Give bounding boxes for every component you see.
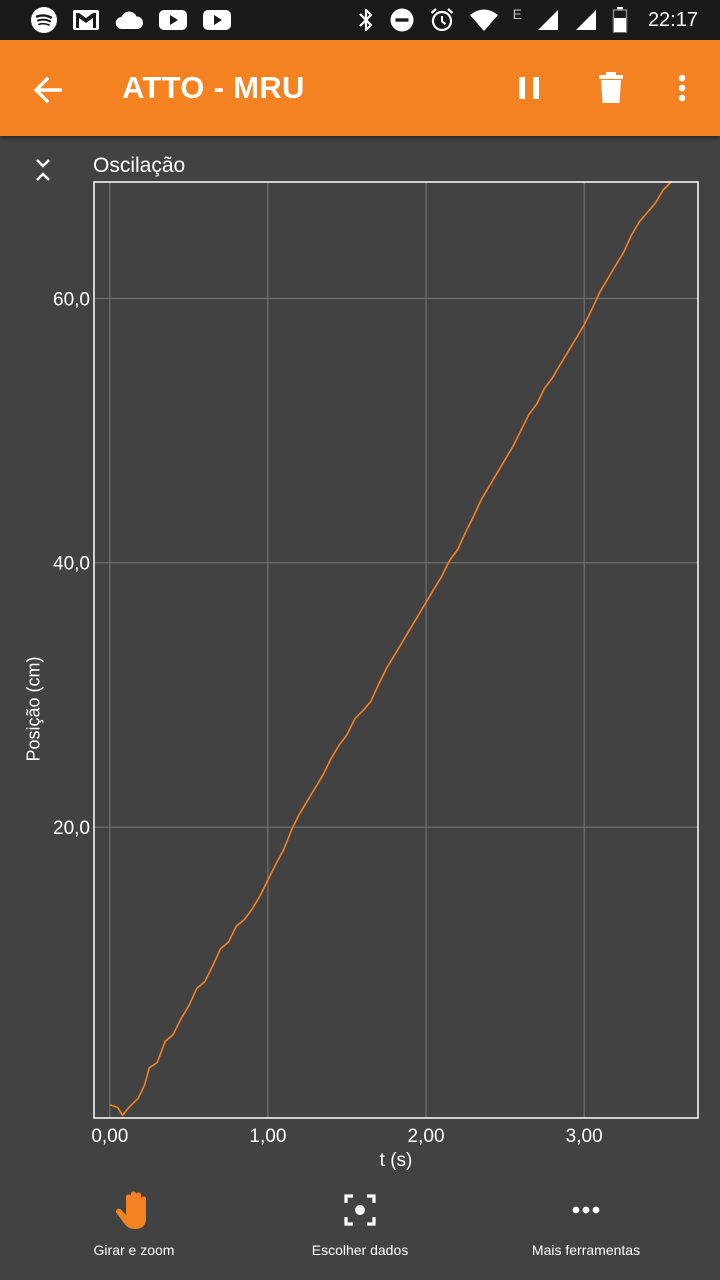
x-tick-label: 1,00: [249, 1126, 286, 1147]
pause-icon: [519, 77, 539, 99]
chart-title: Oscilação: [93, 154, 186, 177]
pause-button[interactable]: [509, 68, 549, 108]
signal-icon: [574, 8, 598, 32]
x-tick-label: 2,00: [408, 1126, 445, 1147]
back-arrow-icon: [33, 76, 62, 104]
x-tick-label: 0,00: [91, 1126, 128, 1147]
status-bar: E 22:17: [0, 0, 720, 40]
do-not-disturb-icon: [389, 7, 415, 33]
bottom-toolbar: Girar e zoom Escolher dados Mais ferrame…: [0, 1176, 720, 1280]
bluetooth-icon: [357, 7, 375, 33]
gmail-icon: [72, 9, 100, 31]
x-tick-label: 3,00: [566, 1126, 603, 1147]
spotify-icon: [30, 6, 58, 34]
plot-frame: [93, 181, 699, 1119]
youtube-icon: [202, 9, 232, 31]
series-line: [109, 182, 673, 1117]
y-tick-label: 20,0: [53, 818, 90, 839]
delete-button[interactable]: [591, 68, 631, 108]
plot-background: [94, 182, 698, 1118]
signal-icon: [536, 8, 560, 32]
cloud-icon: [114, 9, 144, 31]
network-type-label: E: [512, 6, 522, 22]
page-title: ATTO - MRU: [122, 70, 305, 105]
pan-zoom-button[interactable]: Girar e zoom: [34, 1188, 234, 1268]
hand-icon: [34, 1188, 234, 1232]
select-data-label: Escolher dados: [311, 1242, 409, 1258]
notification-icons: [30, 6, 232, 34]
back-button[interactable]: [28, 70, 68, 110]
battery-icon: [612, 6, 628, 34]
position-time-chart[interactable]: 0,00 1,00 2,00 3,00 20,0 40,0 60,0: [0, 136, 720, 1176]
select-data-button[interactable]: Escolher dados: [260, 1188, 460, 1268]
focus-select-icon: [260, 1188, 460, 1232]
wifi-icon: [469, 8, 499, 32]
y-tick-label: 40,0: [53, 554, 90, 575]
x-axis-label: t (s): [379, 1150, 413, 1171]
status-time: 22:17: [647, 8, 698, 31]
youtube-icon: [158, 9, 188, 31]
delete-icon: [599, 72, 623, 103]
more-tools-button[interactable]: Mais ferramentas: [486, 1188, 686, 1268]
collapse-icon[interactable]: [30, 156, 56, 184]
pan-zoom-label: Girar e zoom: [93, 1242, 175, 1258]
system-icons: E 22:17: [357, 6, 698, 34]
more-vert-icon: [678, 74, 686, 102]
more-options-button[interactable]: [662, 68, 702, 108]
app-bar: ATTO - MRU: [0, 40, 720, 136]
more-horiz-icon: [486, 1188, 686, 1232]
chart-panel[interactable]: Oscilação Posição (cm) t (s) 0,00 1,00 2,0…: [0, 136, 720, 1176]
y-tick-label: 60,0: [53, 289, 90, 310]
more-tools-label: Mais ferramentas: [531, 1242, 641, 1258]
alarm-icon: [429, 7, 455, 33]
